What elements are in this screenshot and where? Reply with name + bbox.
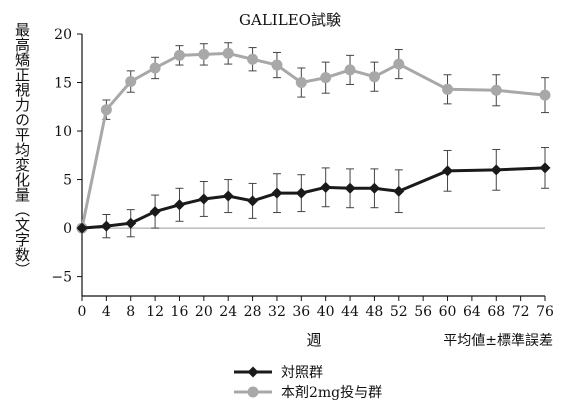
x-tick-label: 36 <box>292 304 310 320</box>
x-tick-label: 68 <box>487 304 505 320</box>
x-tick-label: 60 <box>439 304 457 320</box>
y-tick-label: 20 <box>54 27 72 43</box>
data-point <box>247 195 259 207</box>
data-point <box>247 53 259 65</box>
x-tick-label: 44 <box>341 304 359 320</box>
data-point <box>368 71 380 83</box>
y-tick-label: 5 <box>63 173 72 189</box>
x-tick-label: 48 <box>366 304 384 320</box>
data-point <box>125 217 137 229</box>
x-tick-label: 56 <box>414 304 432 320</box>
chart-title: GALILEO試験 <box>239 11 341 29</box>
x-tick-label: 28 <box>244 304 262 320</box>
data-point <box>222 190 234 202</box>
x-tick-label: 64 <box>463 304 481 320</box>
data-point <box>173 49 185 61</box>
x-tick-label: 40 <box>317 304 335 320</box>
series-control <box>76 147 551 239</box>
legend-marker <box>247 366 259 378</box>
stat-note: 平均値±標準誤差 <box>443 333 553 349</box>
y-tick-label: −5 <box>51 270 72 286</box>
legend-label: 本剤2mg投与群 <box>281 385 382 401</box>
x-tick-label: 32 <box>268 304 286 320</box>
data-point <box>125 76 137 88</box>
data-point <box>393 58 405 70</box>
data-point <box>76 222 88 234</box>
data-point <box>320 72 332 84</box>
legend-label: 対照群 <box>281 365 323 381</box>
data-point <box>539 162 551 174</box>
x-axis-label: 週 <box>306 331 321 349</box>
data-point <box>320 181 332 193</box>
x-tick-label: 24 <box>219 304 237 320</box>
series-treatment <box>76 42 551 234</box>
data-point <box>368 182 380 194</box>
y-tick-label: 0 <box>63 221 72 237</box>
data-point <box>442 83 454 95</box>
data-point <box>393 185 405 197</box>
data-point <box>198 48 210 60</box>
data-point <box>149 206 161 218</box>
series-line <box>81 166 546 230</box>
data-point <box>100 104 112 116</box>
y-tick-label: 15 <box>54 76 72 92</box>
data-point <box>344 64 356 76</box>
data-point <box>539 89 551 101</box>
data-point <box>271 59 283 71</box>
data-point <box>271 187 283 199</box>
x-tick-label: 8 <box>126 304 135 320</box>
series-layer <box>76 42 551 239</box>
x-tick-label: 16 <box>171 304 189 320</box>
data-point <box>490 164 502 176</box>
legend-item: 対照群 <box>234 365 323 381</box>
data-point <box>442 165 454 177</box>
data-point <box>198 193 210 205</box>
data-point <box>173 199 185 211</box>
y-axis-label: 最高矯正視力の平均変化量（文字数） <box>13 22 31 277</box>
x-tick-label: 4 <box>102 304 111 320</box>
x-tick-label: 20 <box>195 304 213 320</box>
data-point <box>490 84 502 96</box>
legend-item: 本剤2mg投与群 <box>234 385 382 401</box>
data-point <box>100 220 112 232</box>
data-point <box>295 187 307 199</box>
legend-marker <box>247 386 259 398</box>
data-point <box>295 77 307 89</box>
x-tick-label: 52 <box>390 304 408 320</box>
series-line <box>80 51 546 229</box>
x-tick-label: 72 <box>512 304 530 320</box>
data-point <box>222 47 234 59</box>
x-tick-label: 76 <box>536 304 554 320</box>
data-point <box>344 182 356 194</box>
data-point <box>149 62 161 74</box>
y-tick-label: 10 <box>54 124 72 140</box>
x-tick-label: 12 <box>146 304 164 320</box>
x-tick-label: 0 <box>78 304 87 320</box>
